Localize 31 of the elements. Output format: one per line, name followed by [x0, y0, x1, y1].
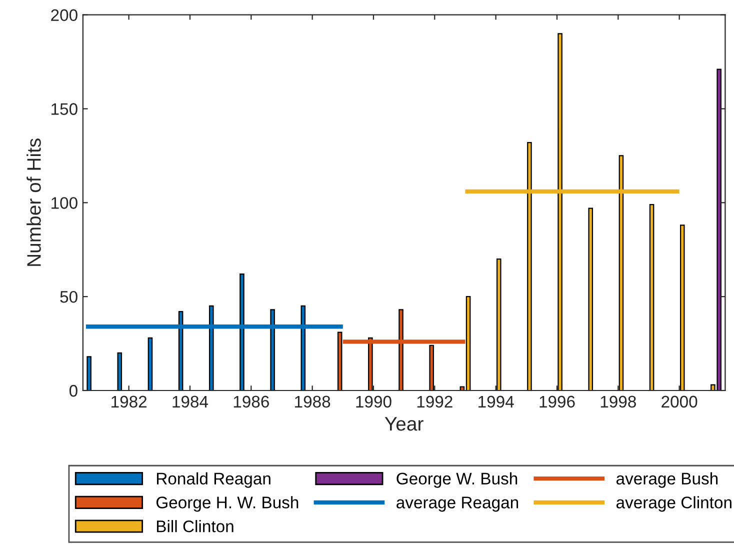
bar	[649, 204, 654, 390]
bar	[148, 337, 153, 390]
x-tick-label: 1986	[234, 396, 269, 408]
legend-label: average Reagan	[396, 496, 518, 512]
y-tick-label: 100	[52, 197, 78, 209]
y-axis-title: Number of Hits	[26, 138, 41, 266]
bar	[117, 352, 122, 390]
x-tick-label: 1994	[478, 396, 514, 408]
legend-label: Ronald Reagan	[157, 472, 270, 488]
legend-label: George H. W. Bush	[156, 496, 298, 512]
x-tick-label: 1996	[540, 396, 575, 408]
x-tick-label: 1998	[600, 396, 636, 408]
legend-label: George W. Bush	[396, 472, 518, 488]
x-tick-label: 1982	[112, 396, 147, 408]
x-axis-title: Year	[384, 417, 424, 431]
bar	[496, 258, 502, 390]
legend-label: Bill Clinton	[157, 520, 234, 532]
bar	[680, 224, 685, 390]
y-tick-label: 0	[69, 384, 78, 397]
x-tick-label: 1984	[172, 396, 208, 408]
y-tick-label: 150	[52, 103, 78, 115]
legend-label: average Clinton	[616, 496, 732, 512]
x-tick-label: 1992	[417, 396, 452, 408]
legend-label: average Bush	[616, 472, 718, 488]
y-tick-label: 50	[60, 290, 78, 303]
bar	[86, 356, 92, 390]
y-tick-label: 200	[51, 9, 78, 22]
x-tick-label: 1990	[356, 396, 392, 408]
bar	[588, 208, 594, 390]
x-tick-label: 1988	[295, 396, 330, 408]
x-tick-label: 2000	[662, 396, 698, 408]
